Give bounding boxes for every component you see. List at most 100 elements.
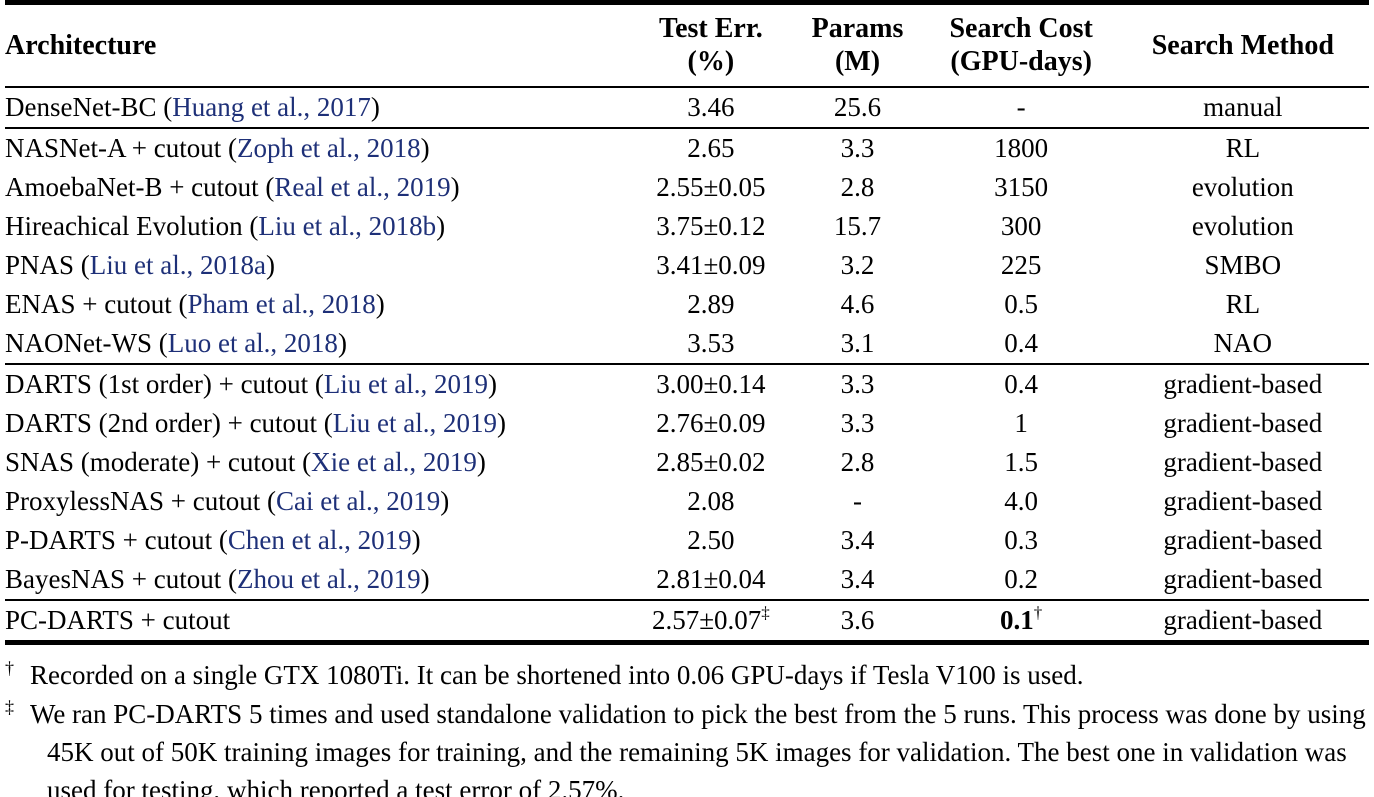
table-row: NASNet-A + cutout (Zoph et al., 2018) 2.… <box>5 127 1369 168</box>
citation-close-paren: ) <box>497 408 507 438</box>
architecture-name: SNAS (moderate) + cutout ( <box>5 447 312 477</box>
table-row-pc-darts: PC-DARTS + cutout 2.57±0.07‡ 3.6 0.1† gr… <box>5 599 1369 643</box>
architecture-cell: PC-DARTS + cutout <box>5 599 633 643</box>
citation-close-paren: ) <box>370 92 380 122</box>
test-err-cell: 2.76±0.09 <box>656 408 766 438</box>
table-row: PNAS (Liu et al., 2018a) 3.41±0.09 3.2 2… <box>5 246 1369 285</box>
search-method-cell: evolution <box>1191 172 1294 202</box>
citation-close-paren: ) <box>411 525 421 555</box>
architecture-cell: Hireachical Evolution (Liu et al., 2018b… <box>5 207 632 246</box>
search-cost-cell: 1 <box>1014 408 1028 438</box>
citation-link[interactable]: Zhou et al., 2019 <box>236 564 421 594</box>
params-cell: 2.8 <box>840 447 875 477</box>
search-method-cell: gradient-based <box>1116 599 1369 643</box>
search-cost-cell: 1.5 <box>1004 447 1039 477</box>
search-cost-cell: 0.5 <box>1004 289 1039 319</box>
test-err-cell: 3.53 <box>687 328 735 358</box>
test-err-cell: 2.08 <box>687 486 735 516</box>
search-cost-cell: 300 <box>1000 211 1042 241</box>
architecture-name: NASNet-A + cutout ( <box>5 133 237 163</box>
citation-link[interactable]: Pham et al., 2018 <box>187 289 376 319</box>
citation-link[interactable]: Liu et al., 2019 <box>323 369 489 399</box>
group-pc-darts: PC-DARTS + cutout 2.57±0.07‡ 3.6 0.1† gr… <box>5 599 1369 643</box>
test-err-cell: 3.46 <box>687 92 735 122</box>
architecture-cell: AmoebaNet-B + cutout (Real et al., 2019) <box>5 168 632 207</box>
search-cost-cell: 3150 <box>994 172 1049 202</box>
search-method-cell: NAO <box>1213 328 1273 358</box>
table-row: BayesNAS + cutout (Zhou et al., 2019) 2.… <box>5 560 1369 600</box>
citation-link[interactable]: Xie et al., 2019 <box>311 447 477 477</box>
params-cell: 3.4 <box>840 525 875 555</box>
footnotes-section: † Recorded on a single GTX 1080Ti. It can… <box>5 656 1369 797</box>
table-row: NAONet-WS (Luo et al., 2018) 3.53 3.1 0.… <box>5 324 1369 364</box>
params-cell: - <box>852 486 862 516</box>
search-method-cell: gradient-based <box>1116 363 1369 404</box>
params-cell: 3.3 <box>840 408 875 438</box>
citation-close-paren: ) <box>488 369 498 399</box>
params-cell: 3.1 <box>840 328 875 358</box>
table-row: AmoebaNet-B + cutout (Real et al., 2019)… <box>5 168 1369 207</box>
search-method-cell: gradient-based <box>1163 525 1323 555</box>
header-params: Params (M) <box>789 2 926 88</box>
architecture-name: ENAS + cutout ( <box>5 289 188 319</box>
citation-link[interactable]: Liu et al., 2018b <box>258 211 437 241</box>
params-cell: 3.6 <box>789 599 926 643</box>
header-architecture: Architecture <box>5 2 633 88</box>
double-dagger-marker: ‡ <box>5 697 14 717</box>
group-gradient-based: DARTS (1st order) + cutout (Liu et al., … <box>5 363 1369 600</box>
architecture-name: PNAS ( <box>5 250 90 280</box>
architecture-cell: ProxylessNAS + cutout (Cai et al., 2019) <box>5 482 632 521</box>
citation-link[interactable]: Chen et al., 2019 <box>227 525 412 555</box>
citation-link[interactable]: Real et al., 2019 <box>274 172 451 202</box>
search-method-cell: gradient-based <box>1163 447 1323 477</box>
architecture-cell: DARTS (2nd order) + cutout (Liu et al., … <box>5 404 632 443</box>
architecture-cell: BayesNAS + cutout (Zhou et al., 2019) <box>5 560 632 600</box>
test-err-cell: 3.00±0.14 <box>632 363 790 404</box>
citation-link[interactable]: Liu et al., 2019 <box>332 408 498 438</box>
group-rl-evolution: NASNet-A + cutout (Zoph et al., 2018) 2.… <box>5 127 1369 364</box>
architecture-name: DARTS (2nd order) + cutout ( <box>5 408 333 438</box>
architecture-name: NAONet-WS ( <box>5 328 168 358</box>
citation-close-paren: ) <box>337 328 347 358</box>
search-cost-cell: 225 <box>1000 250 1042 280</box>
footnote-text: We ran PC-DARTS 5 times and used standal… <box>30 699 1366 797</box>
params-cell: 3.2 <box>840 250 875 280</box>
footnote-text: Recorded on a single GTX 1080Ti. It can … <box>30 660 1084 690</box>
architecture-cell: P-DARTS + cutout (Chen et al., 2019) <box>5 521 632 560</box>
citation-link[interactable]: Luo et al., 2018 <box>167 328 338 358</box>
search-cost-cell: 0.4 <box>925 363 1117 404</box>
table-row: ProxylessNAS + cutout (Cai et al., 2019)… <box>5 482 1369 521</box>
architecture-cell: NAONet-WS (Luo et al., 2018) <box>5 324 632 364</box>
dagger-marker: † <box>5 658 14 678</box>
header-test-err: Test Err. (%) <box>632 2 790 88</box>
search-method-cell: manual <box>1203 92 1283 122</box>
table-row: DARTS (2nd order) + cutout (Liu et al., … <box>5 404 1369 443</box>
search-method-cell: RL <box>1225 289 1261 319</box>
params-cell: 15.7 <box>833 211 882 241</box>
citation-close-paren: ) <box>420 133 430 163</box>
search-cost-cell: 4.0 <box>1004 486 1039 516</box>
citation-close-paren: ) <box>420 564 430 594</box>
architecture-name: P-DARTS + cutout ( <box>5 525 228 555</box>
double-dagger-superscript: ‡ <box>761 603 770 622</box>
search-method-cell: gradient-based <box>1163 408 1323 438</box>
search-cost-cell: 0.1† <box>925 599 1117 643</box>
test-err-cell: 2.89 <box>687 289 735 319</box>
citation-link[interactable]: Cai et al., 2019 <box>275 486 441 516</box>
citation-close-paren: ) <box>450 172 460 202</box>
search-cost-cell: 0.2 <box>1004 564 1039 594</box>
architecture-cell: ENAS + cutout (Pham et al., 2018) <box>5 285 632 324</box>
results-table: Architecture Test Err. (%) Params (M) Sear… <box>5 0 1369 645</box>
test-err-cell: 3.41±0.09 <box>656 250 766 280</box>
table-row: ENAS + cutout (Pham et al., 2018) 2.89 4… <box>5 285 1369 324</box>
citation-link[interactable]: Liu et al., 2018a <box>89 250 266 280</box>
table-row: DARTS (1st order) + cutout (Liu et al., … <box>5 363 1369 404</box>
search-method-cell: gradient-based <box>1163 564 1323 594</box>
header-row: Architecture Test Err. (%) Params (M) Sear… <box>5 2 1369 88</box>
citation-link[interactable]: Zoph et al., 2018 <box>236 133 421 163</box>
search-cost-cell: - <box>1016 92 1026 122</box>
citation-link[interactable]: Huang et al., 2017 <box>172 92 371 122</box>
architecture-cell: NASNet-A + cutout (Zoph et al., 2018) <box>5 127 633 168</box>
test-err-cell: 2.81±0.04 <box>656 564 766 594</box>
header-search-cost: Search Cost (GPU-days) <box>925 2 1117 88</box>
